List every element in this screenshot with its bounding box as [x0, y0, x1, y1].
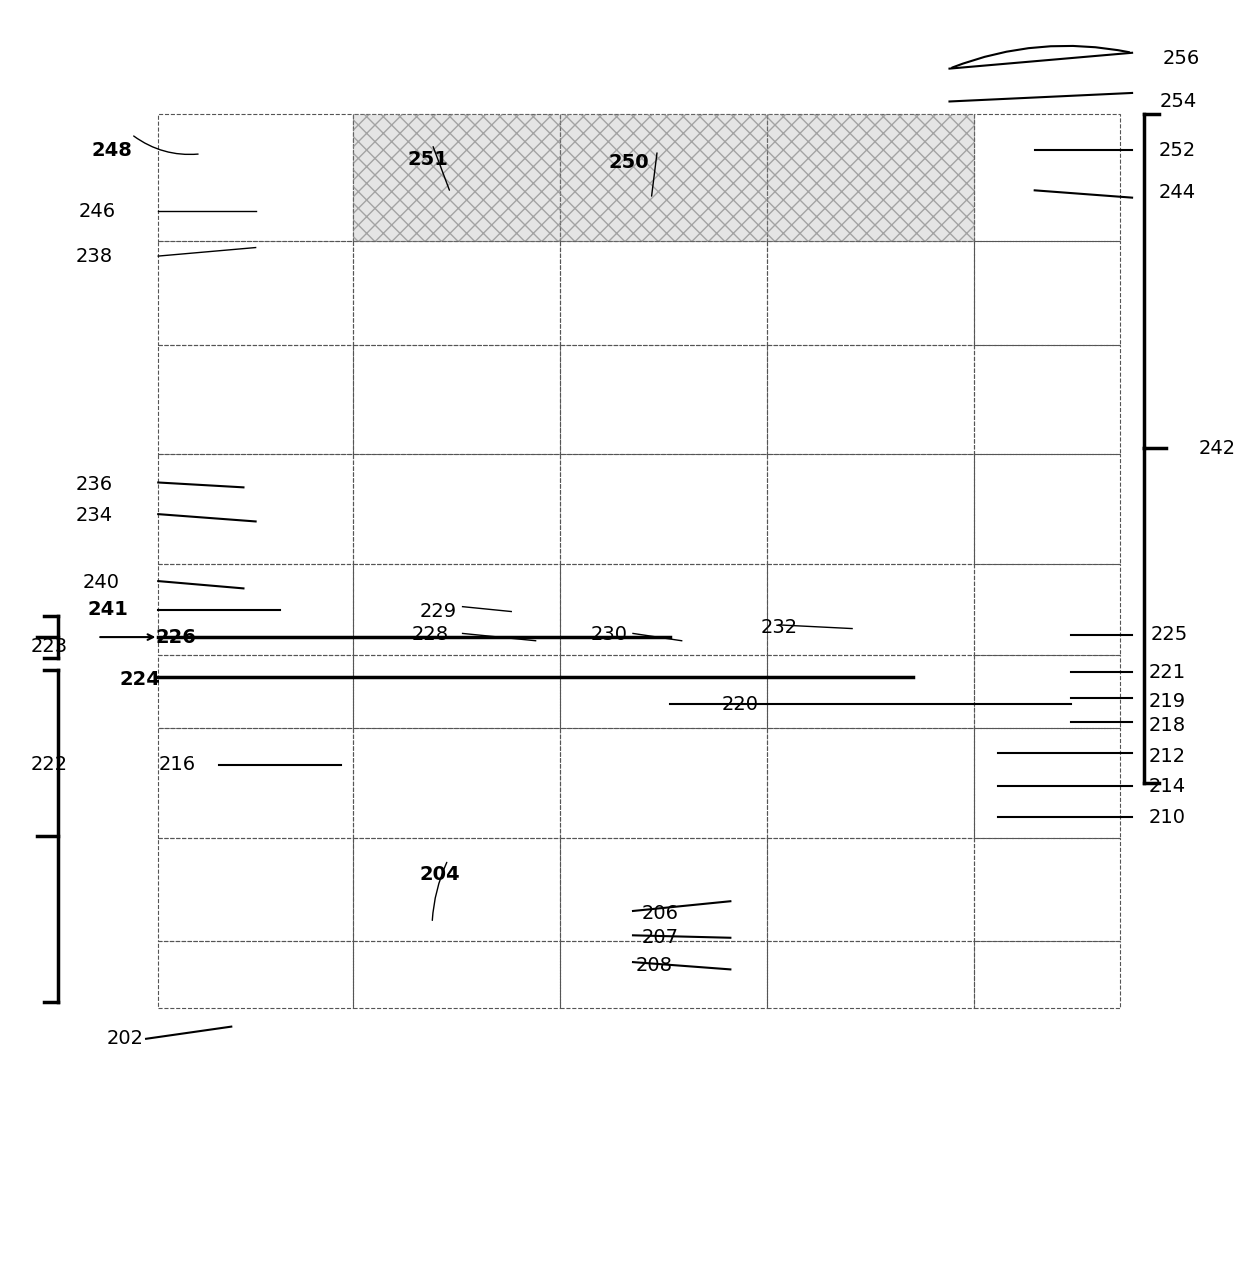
Bar: [159, 241, 353, 345]
Text: 229: 229: [420, 602, 458, 621]
Text: 218: 218: [1149, 717, 1187, 736]
Bar: [353, 655, 560, 728]
Bar: [560, 345, 766, 454]
Text: 230: 230: [590, 625, 627, 644]
Bar: [560, 114, 766, 241]
Text: 210: 210: [1149, 808, 1187, 827]
Bar: [159, 114, 353, 241]
Bar: [766, 838, 973, 941]
Text: 254: 254: [1161, 92, 1198, 111]
Bar: [159, 941, 353, 1008]
Bar: [159, 655, 353, 728]
Bar: [353, 941, 560, 1008]
Bar: [973, 114, 1120, 241]
Text: 223: 223: [31, 637, 67, 656]
Bar: [353, 114, 560, 241]
Bar: [353, 728, 560, 838]
Bar: [560, 838, 766, 941]
Text: 219: 219: [1149, 692, 1187, 711]
Bar: [353, 114, 560, 241]
Bar: [159, 838, 353, 941]
Bar: [560, 241, 766, 345]
Bar: [560, 655, 766, 728]
Text: 244: 244: [1159, 183, 1197, 202]
Text: 214: 214: [1149, 777, 1187, 796]
Text: 252: 252: [1159, 140, 1197, 160]
Bar: [766, 114, 973, 241]
Bar: [159, 345, 353, 454]
Text: 248: 248: [92, 140, 133, 160]
Bar: [353, 241, 560, 345]
Bar: [973, 454, 1120, 564]
Text: 240: 240: [83, 573, 120, 592]
Text: 228: 228: [412, 625, 449, 644]
Text: 251: 251: [408, 150, 449, 169]
Bar: [353, 838, 560, 941]
Bar: [766, 114, 973, 241]
Bar: [353, 564, 560, 655]
Bar: [973, 728, 1120, 838]
Text: 224: 224: [119, 670, 160, 689]
Bar: [560, 564, 766, 655]
Text: 232: 232: [761, 618, 797, 637]
Text: 241: 241: [88, 599, 129, 618]
Bar: [973, 241, 1120, 345]
Bar: [766, 345, 973, 454]
Bar: [560, 941, 766, 1008]
Bar: [973, 564, 1120, 655]
Bar: [560, 454, 766, 564]
Text: 221: 221: [1149, 663, 1187, 681]
Bar: [973, 655, 1120, 728]
Text: 250: 250: [609, 153, 650, 172]
Bar: [159, 564, 353, 655]
Text: 206: 206: [641, 904, 678, 923]
Bar: [159, 454, 353, 564]
Text: 208: 208: [635, 957, 672, 976]
Text: 242: 242: [1199, 439, 1236, 458]
Text: 220: 220: [722, 694, 759, 713]
Text: 207: 207: [641, 929, 678, 948]
Bar: [353, 454, 560, 564]
Bar: [766, 454, 973, 564]
Bar: [353, 114, 560, 241]
Bar: [766, 728, 973, 838]
Bar: [766, 241, 973, 345]
Text: 234: 234: [76, 506, 113, 525]
Text: 216: 216: [159, 756, 196, 775]
Bar: [766, 114, 973, 241]
Bar: [560, 728, 766, 838]
Text: 202: 202: [107, 1030, 144, 1049]
Bar: [353, 345, 560, 454]
Text: 226: 226: [156, 627, 197, 646]
Bar: [766, 564, 973, 655]
Bar: [159, 728, 353, 838]
Text: 246: 246: [79, 202, 117, 221]
Text: 238: 238: [76, 246, 113, 265]
Text: 256: 256: [1163, 49, 1200, 68]
Bar: [973, 345, 1120, 454]
Bar: [560, 114, 766, 241]
Text: 204: 204: [420, 864, 460, 883]
Bar: [766, 655, 973, 728]
Bar: [766, 941, 973, 1008]
Bar: [560, 114, 766, 241]
Text: 225: 225: [1151, 625, 1188, 644]
Bar: [973, 838, 1120, 941]
Text: 236: 236: [76, 476, 113, 495]
Text: 212: 212: [1149, 747, 1187, 766]
Bar: [973, 941, 1120, 1008]
Text: 222: 222: [31, 756, 67, 775]
